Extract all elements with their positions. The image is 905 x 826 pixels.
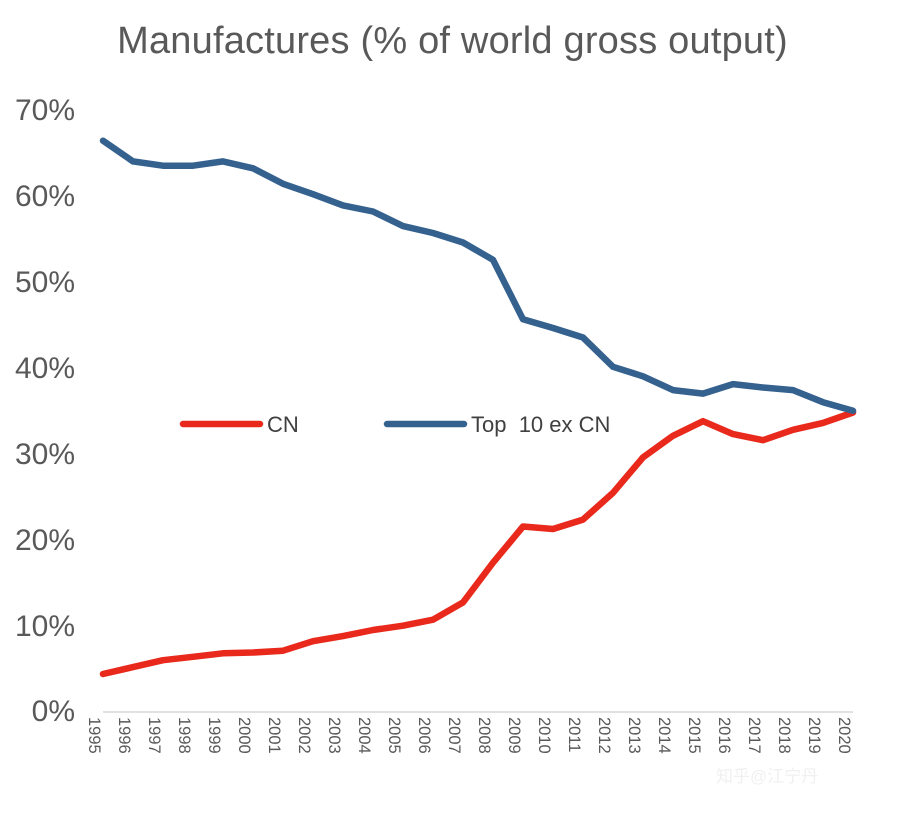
svg-text:CN: CN [267,412,299,437]
svg-text:20%: 20% [15,524,75,557]
svg-text:40%: 40% [15,352,75,385]
svg-text:30%: 30% [15,438,75,471]
svg-text:Top 10 ex CN: Top 10 ex CN [471,412,610,437]
svg-text:10%: 10% [15,610,75,643]
svg-text:50%: 50% [15,266,75,299]
svg-text:60%: 60% [15,180,75,213]
svg-text:70%: 70% [15,94,75,127]
svg-text:0%: 0% [32,695,75,728]
